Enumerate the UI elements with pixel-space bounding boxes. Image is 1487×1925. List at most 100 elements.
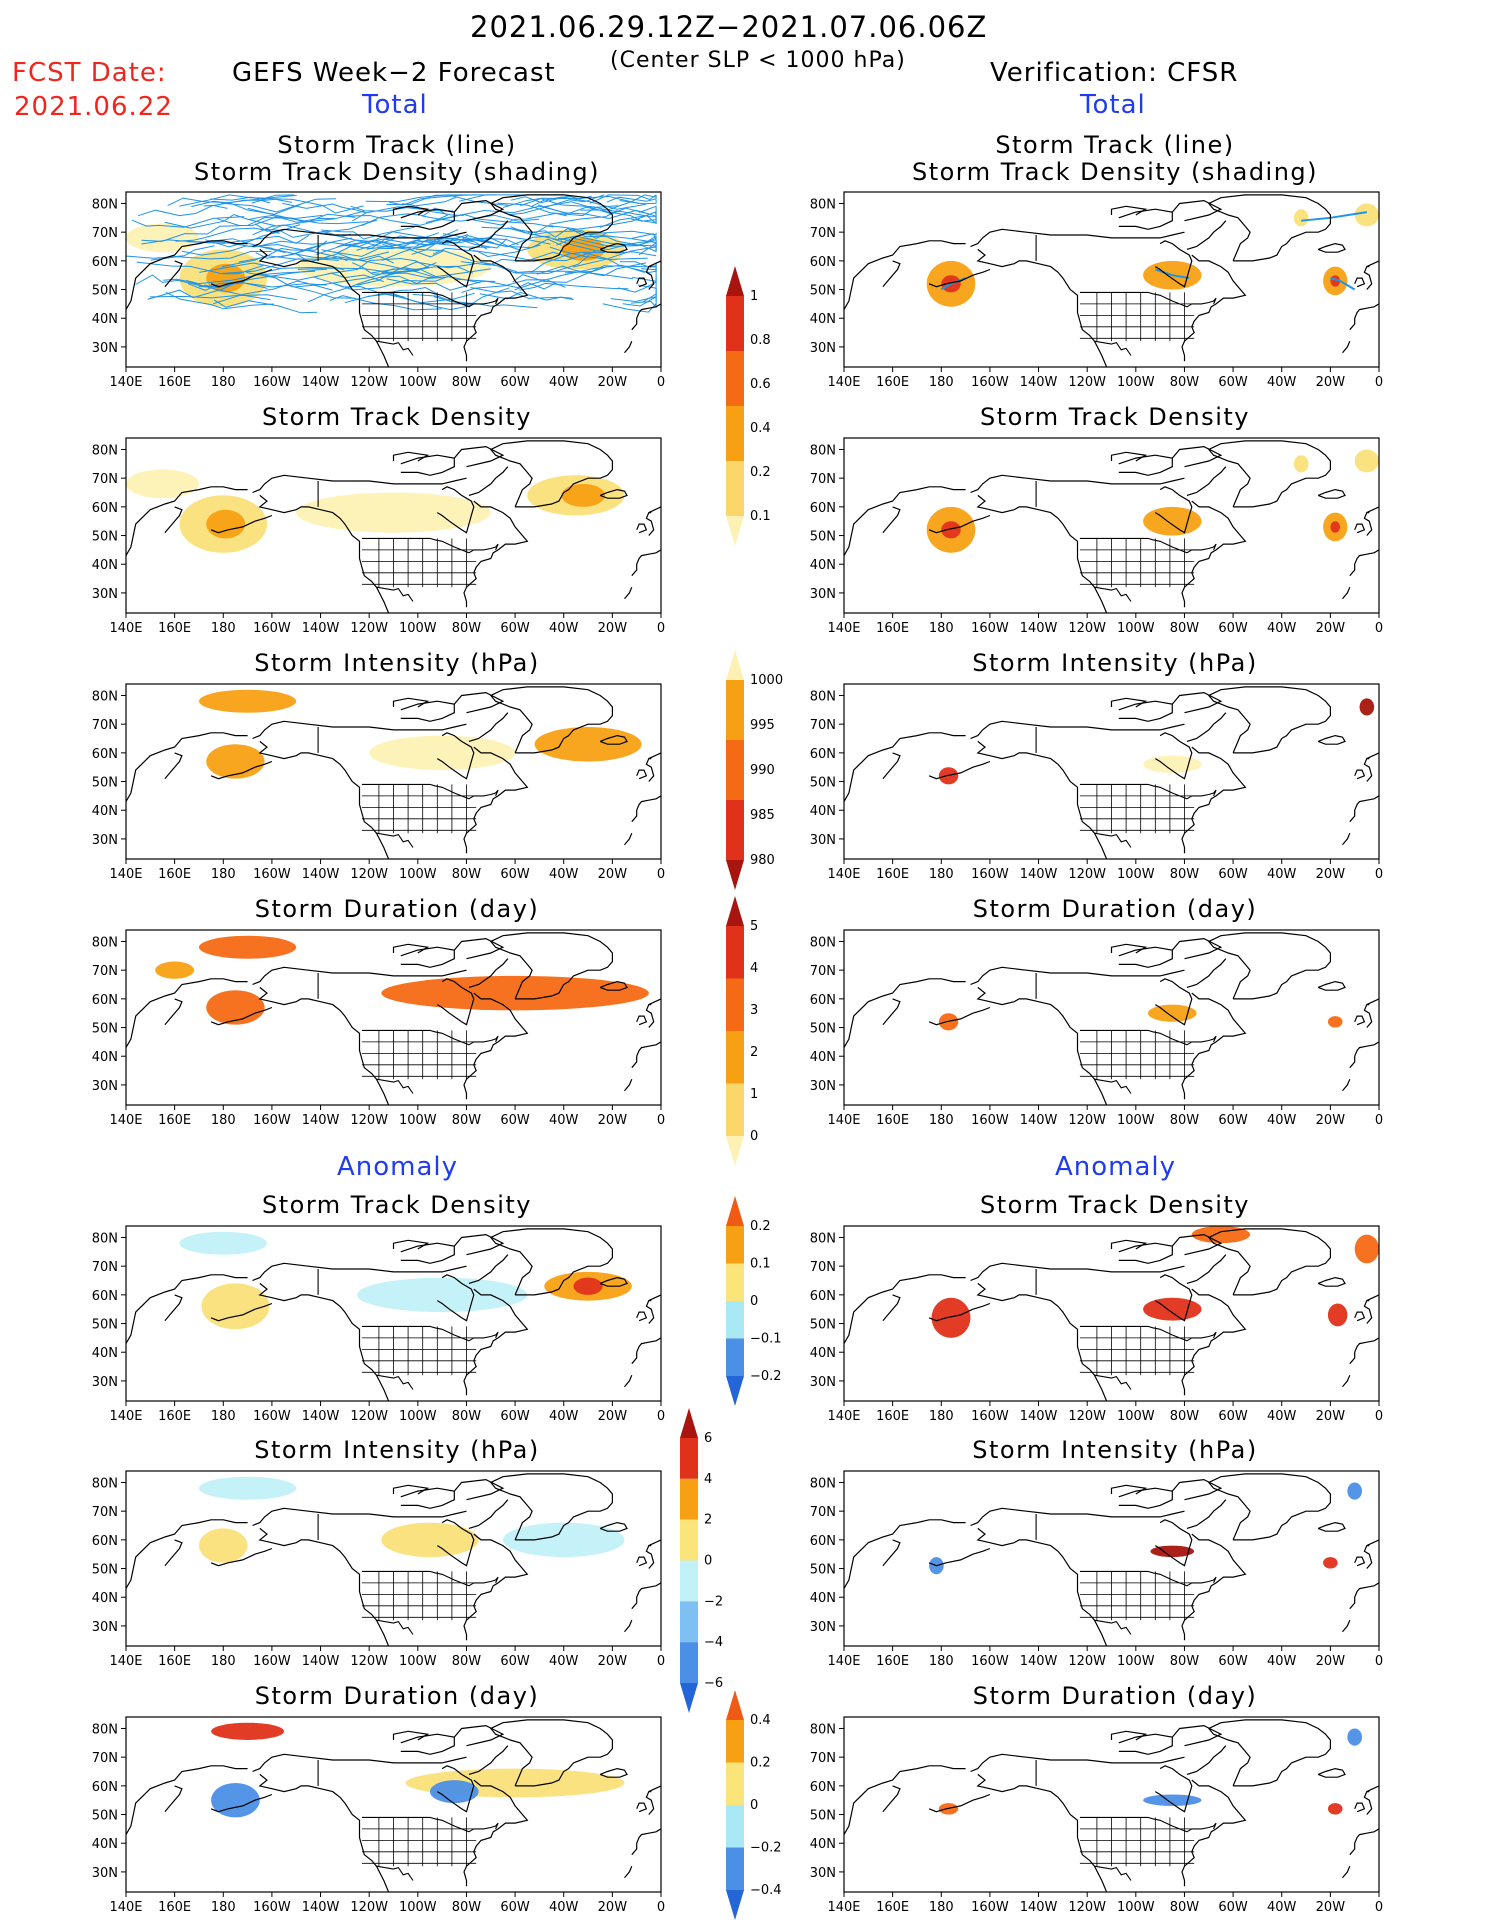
lon-tick-label: 140W: [1020, 867, 1058, 882]
lat-tick-label: 50N: [810, 530, 836, 545]
colorbar-label: 0: [750, 1129, 758, 1144]
lat-tick-label: 30N: [92, 1079, 118, 1094]
lon-tick-label: 120W: [1068, 1113, 1106, 1128]
lon-tick-label: 140E: [109, 375, 142, 390]
lon-tick-label: 180: [211, 1113, 236, 1128]
lon-tick-label: 160W: [971, 1900, 1009, 1915]
lon-tick-label: 0: [657, 867, 665, 882]
left-column-title: GEFS Week−2 Forecast: [232, 58, 556, 88]
lon-tick-label: 180: [929, 1409, 954, 1424]
lat-tick-label: 60N: [810, 1780, 836, 1795]
lat-tick-label: 40N: [92, 1591, 118, 1606]
field-shading: [126, 469, 625, 553]
lon-tick-label: 160E: [158, 375, 191, 390]
title-fcst-intensity: Storm Intensity (hPa): [254, 649, 540, 677]
colorbar-swatch: [726, 1031, 744, 1084]
lat-tick-label: 60N: [810, 255, 836, 270]
lat-tick-label: 30N: [810, 587, 836, 602]
lat-tick-label: 40N: [810, 804, 836, 819]
lat-tick-label: 80N: [810, 197, 836, 212]
shaded-region: [1143, 1297, 1202, 1321]
lon-tick-label: 0: [1375, 1113, 1383, 1128]
lon-tick-label: 80W: [452, 1409, 482, 1424]
lon-tick-label: 60W: [1218, 1409, 1248, 1424]
lon-tick-label: 80W: [1170, 1654, 1200, 1669]
lon-tick-label: 60W: [500, 1409, 530, 1424]
lat-tick-label: 80N: [92, 1231, 118, 1246]
coastlines: [843, 194, 1380, 368]
map-fcst-intensity-anom: 140E 160E 180 160W 140W 120W 100W 80W 60W 40W 20W 0…: [92, 1470, 665, 1669]
lon-tick-label: 40W: [1267, 1113, 1297, 1128]
lon-tick-label: 0: [1375, 375, 1383, 390]
title-obs-density: Storm Track Density: [980, 403, 1250, 431]
lat-tick-label: 50N: [92, 1563, 118, 1578]
lon-tick-label: 120W: [1068, 375, 1106, 390]
lon-tick-label: 160E: [158, 867, 191, 882]
lon-tick-label: 160E: [876, 867, 909, 882]
lon-tick-label: 100W: [1117, 867, 1155, 882]
map-obs-density: 140E 160E 180 160W 140W 120W 100W 80W 60W 40W 20W 0…: [810, 437, 1383, 636]
lon-tick-label: 140W: [302, 621, 340, 636]
lon-tick-label: 20W: [598, 1409, 628, 1424]
lat-tick-label: 50N: [810, 776, 836, 791]
lat-tick-label: 60N: [92, 1534, 118, 1549]
lon-tick-label: 140E: [827, 867, 860, 882]
lat-tick-label: 80N: [92, 689, 118, 704]
lon-tick-label: 40W: [1267, 867, 1297, 882]
lon-tick-label: 60W: [1218, 375, 1248, 390]
lat-tick-label: 60N: [810, 1289, 836, 1304]
shaded-region: [561, 483, 606, 507]
title-obs-track-shading: Storm Track Density (shading): [911, 158, 1319, 186]
shaded-region: [573, 1277, 603, 1295]
right-column-title: Verification: CFSR: [990, 58, 1239, 88]
lat-tick-label: 80N: [92, 935, 118, 950]
lon-tick-label: 160E: [876, 1900, 909, 1915]
shaded-region: [941, 521, 961, 539]
colorbar-duration-total: 5 4 3 2 1 0: [726, 896, 758, 1166]
colorbar-label: 0.6: [750, 377, 771, 392]
colorbar-density-total: 1 0.8 0.6 0.4 0.2 0.1: [726, 266, 771, 546]
lon-tick-label: 140E: [827, 1409, 860, 1424]
colorbar-label: 990: [750, 763, 775, 778]
lat-tick-label: 60N: [810, 993, 836, 1008]
title-fcst-track-line: Storm Track (line): [277, 131, 517, 159]
lat-tick-label: 60N: [810, 1534, 836, 1549]
shaded-region: [206, 990, 265, 1025]
map-fcst-density: 140E 160E 180 160W 140W 120W 100W 80W 60W 40W 20W 0…: [92, 437, 665, 636]
lon-tick-label: 20W: [1316, 621, 1346, 636]
lon-tick-label: 80W: [1170, 621, 1200, 636]
colorbar-swatch: [726, 1690, 744, 1720]
colorbar-swatch: [726, 740, 744, 800]
lat-tick-label: 70N: [810, 226, 836, 241]
title-fcst-intensity-anom: Storm Intensity (hPa): [254, 1436, 540, 1464]
lon-tick-label: 160W: [253, 1654, 291, 1669]
shaded-region: [155, 961, 195, 979]
lon-tick-label: 120W: [350, 1409, 388, 1424]
map-obs-track: 140E 160E 180 160W 140W 120W 100W 80W 60W 40W 20W 0…: [810, 191, 1383, 390]
map-obs-density-anom: 140E 160E 180 160W 140W 120W 100W 80W 60W 40W 20W 0…: [810, 1225, 1383, 1424]
lon-tick-label: 80W: [1170, 375, 1200, 390]
lon-tick-label: 140E: [109, 867, 142, 882]
lat-tick-label: 70N: [92, 226, 118, 241]
lon-tick-label: 140E: [109, 1409, 142, 1424]
lon-tick-label: 140W: [1020, 375, 1058, 390]
lon-tick-label: 100W: [399, 1409, 437, 1424]
lon-tick-label: 40W: [549, 375, 579, 390]
title-obs-duration: Storm Duration (day): [972, 895, 1258, 923]
lon-tick-label: 120W: [1068, 1654, 1106, 1669]
lon-tick-label: 180: [211, 1900, 236, 1915]
shaded-region: [1330, 521, 1341, 533]
field-shading: [931, 1226, 1379, 1338]
lat-tick-label: 80N: [92, 443, 118, 458]
colorbar-swatch: [726, 1338, 744, 1376]
lon-tick-label: 180: [929, 1900, 954, 1915]
lon-tick-label: 0: [1375, 1409, 1383, 1424]
lat-tick-label: 30N: [92, 1375, 118, 1390]
colorbar-label: 0: [750, 1798, 758, 1813]
total-label-left: Total: [362, 90, 428, 120]
lat-tick-label: 40N: [92, 312, 118, 327]
lon-tick-label: 140W: [302, 1113, 340, 1128]
lon-tick-label: 20W: [598, 1900, 628, 1915]
lon-tick-label: 100W: [399, 867, 437, 882]
lat-tick-label: 60N: [92, 993, 118, 1008]
